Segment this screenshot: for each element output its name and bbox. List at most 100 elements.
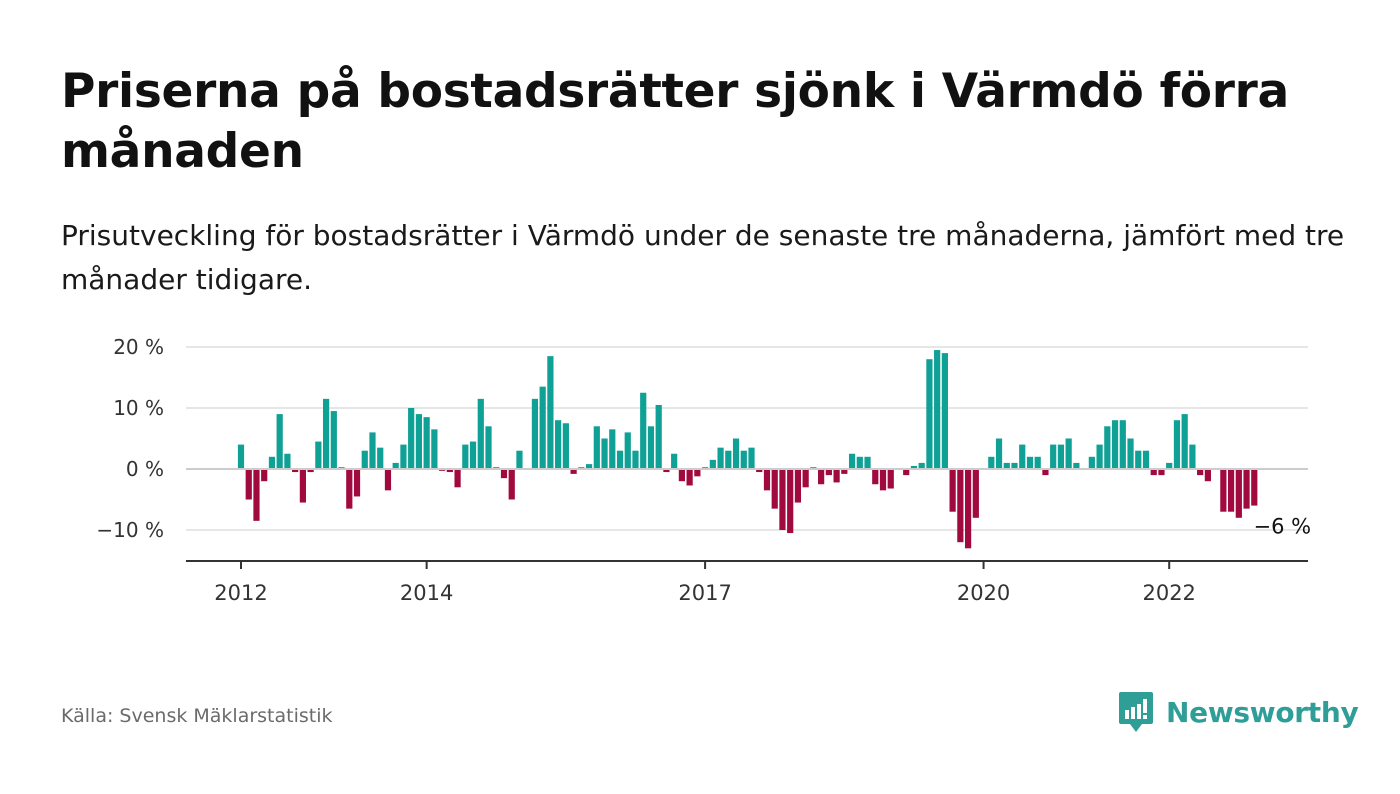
bar xyxy=(384,469,392,491)
bar xyxy=(408,408,415,469)
bar xyxy=(957,469,964,543)
bar xyxy=(663,469,670,473)
bar xyxy=(1158,469,1165,476)
bar xyxy=(516,450,523,469)
bar xyxy=(756,469,763,473)
bar xyxy=(856,456,863,469)
bar-chart: 20 % 10 % 0 % −10 % 2012 2014 2017 2020 2022 −6… xyxy=(96,335,1311,605)
bar xyxy=(261,469,268,482)
bar xyxy=(377,447,384,469)
bar xyxy=(245,469,252,500)
y-axis-labels: 20 % 10 % 0 % −10 % xyxy=(96,335,164,542)
bar xyxy=(423,417,430,469)
chart-subtitle: Prisutveckling för bostadsrätter i Värmd… xyxy=(61,219,1345,296)
bar xyxy=(725,450,732,469)
bar xyxy=(268,456,276,469)
bar xyxy=(446,469,453,473)
bar xyxy=(292,469,299,473)
bar xyxy=(1050,444,1057,469)
grid-lines xyxy=(186,346,1308,531)
bar xyxy=(454,469,461,488)
bar xyxy=(647,426,655,469)
bar xyxy=(570,469,577,474)
bar xyxy=(353,469,361,497)
bar xyxy=(988,456,995,469)
bar xyxy=(717,447,724,469)
bar xyxy=(415,414,422,469)
x-axis-ticks: 2012 2014 2017 2020 2022 xyxy=(214,561,1196,605)
bar xyxy=(400,444,407,469)
bar xyxy=(462,444,469,469)
bar xyxy=(346,469,353,509)
bar xyxy=(1088,456,1095,469)
bar xyxy=(671,453,678,469)
bar xyxy=(640,392,647,469)
bar xyxy=(1019,444,1026,469)
bar xyxy=(740,450,747,469)
bar xyxy=(1197,469,1204,476)
bar xyxy=(1011,462,1018,469)
bar xyxy=(1003,462,1010,469)
bar xyxy=(601,438,608,469)
bar xyxy=(1135,450,1142,469)
bar xyxy=(1243,469,1250,509)
bar xyxy=(995,438,1003,469)
bar xyxy=(1127,438,1134,469)
y-tick-label: 20 % xyxy=(113,335,164,359)
bar xyxy=(616,450,624,469)
bar xyxy=(802,469,809,488)
bar xyxy=(872,469,879,485)
bar xyxy=(949,469,956,512)
bar xyxy=(655,404,662,469)
bar xyxy=(299,469,306,503)
bar xyxy=(1181,414,1188,469)
bar xyxy=(276,414,283,469)
bar xyxy=(903,469,910,476)
bars xyxy=(237,350,1258,549)
bar xyxy=(918,462,925,469)
bar xyxy=(330,411,337,469)
bar xyxy=(500,469,508,479)
bar xyxy=(879,469,887,491)
newsworthy-logo-icon xyxy=(1119,692,1153,732)
bar xyxy=(609,429,616,469)
bar xyxy=(361,450,368,469)
bar xyxy=(910,465,918,469)
bar xyxy=(322,398,330,469)
bar xyxy=(972,469,979,518)
bar xyxy=(1111,420,1119,469)
bar xyxy=(632,450,639,469)
bar xyxy=(763,469,771,491)
bar xyxy=(593,426,600,469)
bar xyxy=(485,426,492,469)
bar xyxy=(1227,469,1235,512)
bar xyxy=(771,469,778,509)
bar xyxy=(678,469,685,482)
bar xyxy=(686,469,693,486)
bar xyxy=(1173,420,1181,469)
x-tick-label: 2022 xyxy=(1142,581,1195,605)
bar xyxy=(1150,469,1157,476)
bar xyxy=(624,432,631,469)
bar xyxy=(1142,450,1150,469)
chart-title: Priserna på bostadsrätter sjönk i Värmdö… xyxy=(61,64,1289,179)
bar xyxy=(1096,444,1103,469)
bar xyxy=(794,469,802,503)
bar xyxy=(1166,462,1173,469)
bar xyxy=(555,420,562,469)
bar xyxy=(531,398,539,469)
bar xyxy=(1057,444,1065,469)
y-tick-label: 10 % xyxy=(113,396,164,420)
bar xyxy=(477,398,484,469)
bar xyxy=(392,462,399,469)
bar xyxy=(315,441,322,469)
source-note: Källa: Svensk Mäklarstatistik xyxy=(61,705,333,727)
bar xyxy=(1065,438,1072,469)
bar xyxy=(1042,469,1049,476)
bar xyxy=(1220,469,1227,512)
bar xyxy=(818,469,825,485)
bar xyxy=(841,469,848,474)
bar xyxy=(926,359,933,469)
bar xyxy=(307,469,314,473)
bar xyxy=(848,453,856,469)
